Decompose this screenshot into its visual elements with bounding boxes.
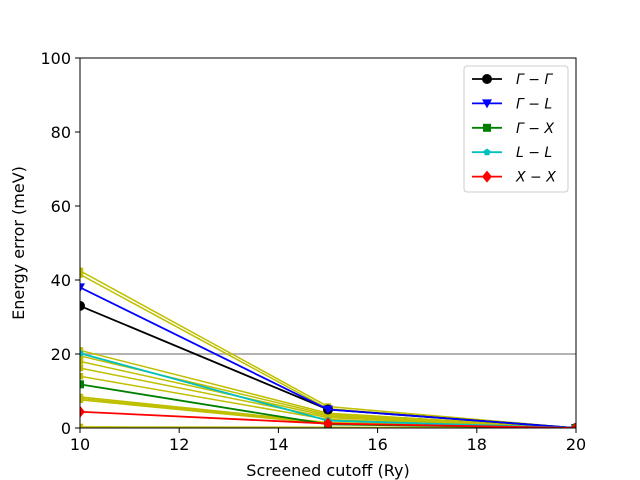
series-point-1 — [80, 283, 85, 293]
x-tick-label: 12 — [169, 435, 189, 454]
legend-label-2: Γ − X — [516, 121, 554, 137]
legend-marker-4 — [482, 170, 492, 183]
legend-marker-1 — [482, 99, 492, 109]
x-tick-label: 16 — [367, 435, 387, 454]
series-point-0 — [80, 300, 85, 311]
legend-marker-3 — [483, 148, 491, 156]
legend-label-3: L − L — [516, 145, 552, 161]
background-series-point — [80, 347, 84, 354]
background-series-point — [80, 373, 84, 380]
series-point-4 — [323, 417, 333, 428]
x-tick-label: 18 — [467, 435, 487, 454]
background-series-point — [80, 358, 84, 365]
y-tick-label: 100 — [40, 49, 71, 68]
legend-label-1: Γ − L — [516, 96, 552, 112]
background-series-point — [80, 396, 84, 404]
legend-label-4: X − X — [515, 170, 556, 186]
axes: 10 12 14 16 18 20 0 20 40 60 80 100 — [40, 49, 586, 454]
series-point-2 — [80, 380, 84, 389]
legend-marker-2 — [483, 123, 491, 132]
plot-frame — [79, 57, 577, 429]
y-tick-label: 40 — [51, 271, 71, 290]
x-tick-label: 20 — [566, 435, 586, 454]
series-point-4 — [80, 405, 85, 418]
background-series-point — [80, 364, 84, 372]
y-tick-label: 80 — [51, 123, 71, 142]
series-point-4 — [571, 422, 576, 428]
legend-marker-0 — [482, 74, 492, 84]
x-tick-label: 14 — [268, 435, 288, 454]
y-axis-label: Energy error (meV) — [9, 166, 28, 320]
y-tick-label: 0 — [61, 419, 71, 438]
series-point-1 — [323, 405, 333, 415]
series-point-3 — [80, 349, 84, 357]
plot-area — [80, 267, 576, 428]
legend-label-0: Γ − Γ — [516, 72, 553, 88]
y-tick-label: 20 — [51, 345, 71, 364]
background-series-point — [80, 271, 84, 278]
background-series-point — [80, 267, 84, 274]
legend-box — [463, 65, 569, 193]
x-axis-label: Screened cutoff (Ry) — [246, 461, 409, 480]
background-series-point — [80, 423, 84, 428]
x-tick-label: 10 — [70, 435, 90, 454]
legend: Γ − Γ Γ − L Γ − X L − L X − X — [463, 65, 569, 193]
y-tick-label: 60 — [51, 197, 71, 216]
